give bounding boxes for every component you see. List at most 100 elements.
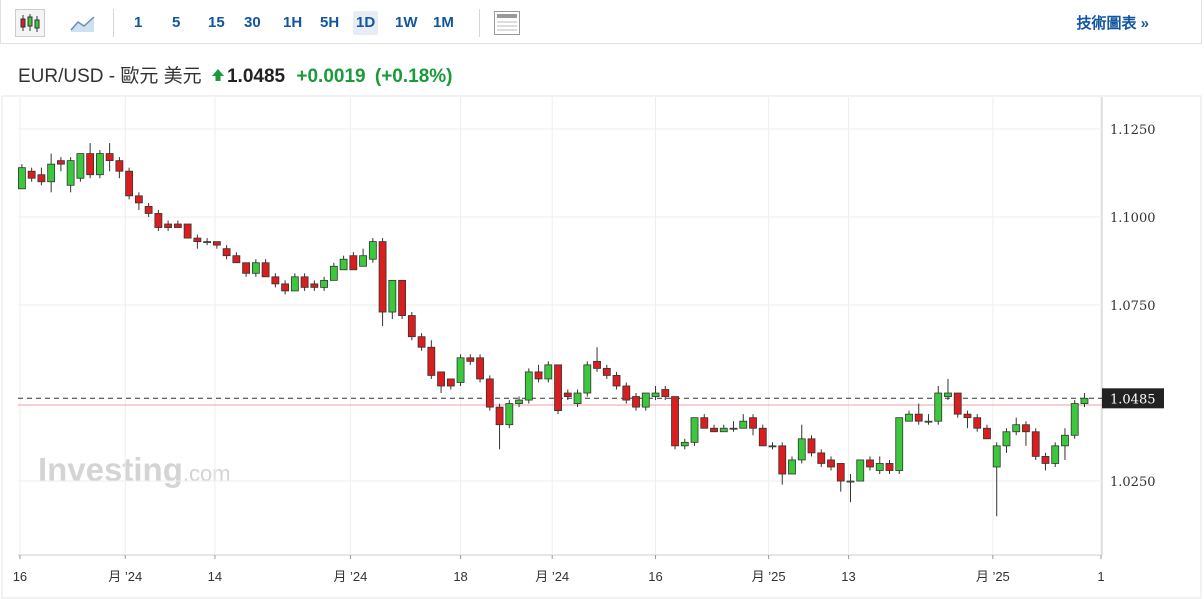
candle xyxy=(680,438,689,450)
candle-body xyxy=(690,417,699,443)
candle-body xyxy=(378,241,387,313)
candle-body xyxy=(885,463,894,471)
y-tick-label: 1.1000 xyxy=(1110,211,1156,226)
candle-body xyxy=(300,276,309,288)
watermark-suffix: .com xyxy=(183,461,231,486)
interval-button[interactable]: 1 xyxy=(134,14,143,31)
candle-body xyxy=(115,160,124,172)
candle-body xyxy=(563,392,572,397)
candle-body xyxy=(476,357,484,380)
candle xyxy=(719,424,728,433)
candle xyxy=(661,385,670,401)
candle-body xyxy=(632,396,640,408)
candle-body xyxy=(768,445,777,448)
candle-body xyxy=(339,258,348,271)
candle xyxy=(690,417,699,446)
candle xyxy=(485,375,494,411)
candle-body xyxy=(934,392,943,422)
candle-body xyxy=(466,357,475,362)
candle xyxy=(427,340,436,379)
interval-button[interactable]: 5 xyxy=(172,14,181,31)
price: 1.0485 xyxy=(226,66,286,87)
candle xyxy=(524,368,533,404)
candle xyxy=(173,220,182,228)
candle xyxy=(827,456,835,471)
candle-body xyxy=(641,392,650,408)
candle-body xyxy=(671,396,679,447)
candle-body xyxy=(983,427,991,440)
candle-body xyxy=(417,336,426,348)
candle-body xyxy=(154,213,163,228)
candle-body xyxy=(807,438,816,454)
candle xyxy=(456,354,465,386)
candle xyxy=(758,424,767,447)
candle xyxy=(193,234,202,249)
candle xyxy=(27,167,36,182)
x-tick-label: 1 xyxy=(1097,569,1104,584)
candle-body xyxy=(875,463,884,471)
candle xyxy=(495,403,504,450)
candle xyxy=(602,364,611,379)
candle xyxy=(349,252,358,271)
table-icon[interactable] xyxy=(493,10,521,36)
candle-body xyxy=(427,346,436,376)
candle-body xyxy=(680,441,689,447)
candle-body xyxy=(56,160,65,165)
candle-body xyxy=(895,417,904,471)
candle-body xyxy=(544,364,553,380)
candle-body xyxy=(992,445,1001,468)
candle-body xyxy=(602,367,611,376)
candle-body xyxy=(212,241,221,246)
interval-button[interactable]: 30 xyxy=(244,14,261,31)
x-tick-label: 14 xyxy=(208,569,222,584)
candle xyxy=(446,378,455,390)
candle xyxy=(914,403,923,425)
interval-button[interactable]: 1W xyxy=(395,14,418,31)
interval-button[interactable]: 1M xyxy=(433,14,454,31)
candle-body xyxy=(66,160,75,186)
candle xyxy=(251,259,260,277)
interval-button[interactable]: 1H xyxy=(283,14,303,31)
interval-button[interactable]: 15 xyxy=(208,14,225,31)
last-price-box xyxy=(1102,388,1164,409)
candle xyxy=(115,157,124,179)
candle-body xyxy=(749,417,757,429)
candle-icon[interactable] xyxy=(15,9,45,37)
technical-chart-link[interactable]: 技術圖表 » xyxy=(1076,15,1149,32)
candle xyxy=(1041,452,1050,471)
candle-body xyxy=(37,174,46,183)
candle xyxy=(534,364,543,383)
candle xyxy=(817,449,826,467)
candle-body xyxy=(310,283,319,288)
line-icon[interactable] xyxy=(69,12,97,34)
candle-body xyxy=(164,223,173,228)
candle xyxy=(778,442,787,485)
separator xyxy=(113,9,114,37)
candle xyxy=(76,153,85,182)
quote-header: EUR/USD - 歐元 美元 1.0485 +0.0019 (+0.18%) xyxy=(18,61,453,88)
interval-button[interactable]: 5H xyxy=(320,14,340,31)
candle-body xyxy=(788,459,796,475)
candle-body xyxy=(456,357,465,383)
candle xyxy=(632,393,640,411)
x-tick-label: 16 xyxy=(648,569,662,584)
candle-body xyxy=(593,360,601,369)
candle xyxy=(144,202,153,217)
candle-body xyxy=(797,438,806,461)
candle xyxy=(261,259,270,278)
candle xyxy=(992,442,1001,517)
candle xyxy=(515,396,523,408)
y-tick-label: 1.1250 xyxy=(1110,123,1156,138)
candle-body xyxy=(446,378,455,387)
toolbar: 1 5 15 30 1H 5H 1D 1W 1M 技術圖表 » xyxy=(0,0,1202,44)
candle xyxy=(963,410,972,429)
candle xyxy=(300,273,309,291)
interval-button[interactable]: 1D xyxy=(353,11,379,35)
candle-body xyxy=(583,364,592,394)
candle-body xyxy=(700,417,709,429)
candle-body xyxy=(515,399,523,404)
candle xyxy=(973,414,982,432)
candle xyxy=(544,361,553,383)
candle-body xyxy=(953,392,962,415)
candle xyxy=(788,456,796,475)
